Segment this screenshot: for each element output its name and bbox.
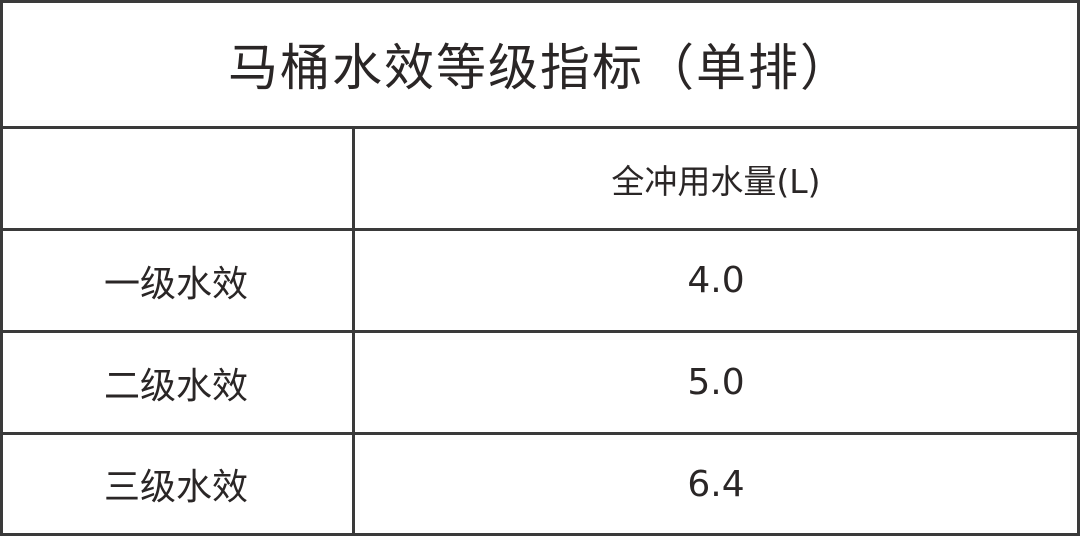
value-cell: 5.0 bbox=[687, 362, 745, 403]
row-divider bbox=[0, 126, 1080, 129]
table-border-left bbox=[0, 0, 3, 536]
table-title: 马桶水效等级指标（单排） bbox=[228, 38, 852, 97]
grade-cell: 三级水效 bbox=[103, 467, 248, 508]
header-cell-empty bbox=[0, 129, 352, 228]
value-cell: 6.4 bbox=[687, 463, 745, 505]
grade-cell: 二级水效 bbox=[103, 365, 248, 407]
header-cell-flush-volume: 全冲用水量(L) bbox=[611, 161, 821, 201]
table-border-bottom bbox=[0, 533, 1080, 536]
row-divider bbox=[0, 330, 1080, 333]
column-divider bbox=[352, 127, 355, 536]
table-border-right bbox=[1077, 0, 1080, 536]
table-border-top bbox=[0, 0, 1080, 3]
grade-cell: 一级水效 bbox=[103, 263, 248, 305]
row-divider bbox=[0, 432, 1080, 435]
value-cell: 4.0 bbox=[687, 260, 745, 301]
row-divider bbox=[0, 228, 1080, 231]
